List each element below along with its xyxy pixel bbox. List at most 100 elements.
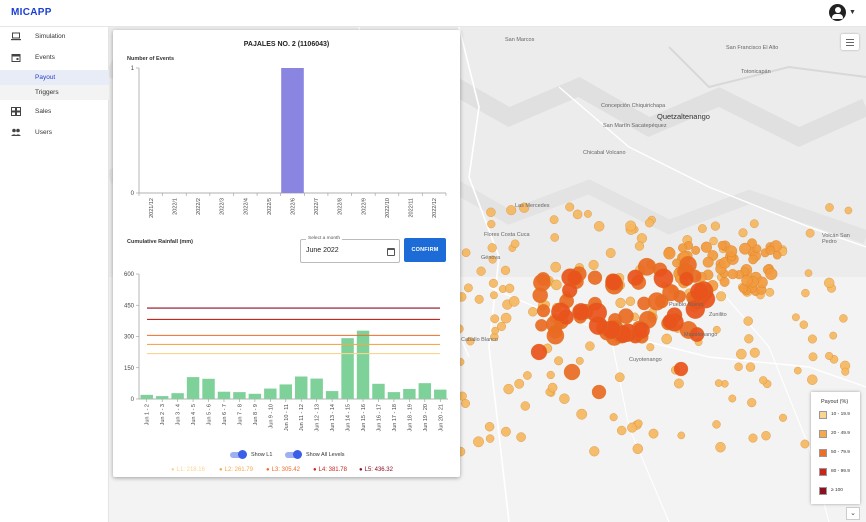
y-tick-label: 0	[131, 191, 135, 197]
x-tick-label: Jun 12 - 13	[315, 404, 321, 432]
x-tick-label: Jun 15 - 16	[361, 404, 367, 432]
map-label: Totonicapán	[741, 69, 771, 75]
confirm-button[interactable]: CONFIRM	[404, 238, 446, 262]
rainfall-bar	[202, 378, 215, 399]
payout-marker	[807, 334, 817, 344]
payout-marker	[825, 351, 834, 360]
payout-marker	[744, 334, 754, 344]
payout-marker	[461, 248, 471, 257]
payout-marker	[712, 325, 721, 334]
payout-marker	[503, 383, 514, 395]
payout-marker	[605, 273, 623, 291]
payout-marker	[491, 326, 499, 335]
payout-marker	[609, 413, 618, 422]
account-icon[interactable]	[829, 4, 846, 21]
sidebar-item-users[interactable]: Users	[0, 123, 109, 143]
x-tick-label: Jun 8 - 9	[253, 404, 259, 425]
payout-marker	[804, 269, 813, 277]
x-tick-label: Jun 4 - 5	[191, 404, 197, 425]
sidebar-item-sales[interactable]: Sales	[0, 102, 109, 122]
x-tick-label: Jun 14 - 15	[346, 404, 352, 432]
y-tick-label: 1	[131, 66, 135, 72]
x-tick-label: 2022/10	[385, 198, 391, 218]
payout-marker	[739, 242, 751, 255]
location-detail-panel: PAJALES NO. 2 (1106043) Number of Events…	[113, 30, 460, 477]
payout-marker	[749, 219, 759, 229]
payout-marker	[500, 312, 512, 324]
month-input[interactable]	[306, 247, 376, 254]
x-tick-label: Jun 1 - 2	[145, 404, 151, 425]
payout-marker	[506, 205, 517, 216]
y-tick-label: 150	[124, 366, 135, 372]
payout-marker	[490, 291, 498, 300]
level-label: L5: 436.32	[364, 467, 393, 473]
payout-marker	[587, 270, 603, 285]
rainfall-bar	[356, 330, 370, 399]
sidebar-subitem-payout[interactable]: Payout	[0, 70, 109, 85]
payout-marker	[801, 288, 810, 298]
account-menu-caret-icon[interactable]: ▼	[849, 9, 856, 16]
payout-marker	[594, 221, 605, 232]
payout-marker	[765, 267, 778, 280]
payout-marker	[715, 442, 726, 453]
chevron-down-icon[interactable]: ⌄	[846, 507, 860, 520]
y-tick-label: 300	[124, 335, 135, 341]
month-select-caption: Select a month	[306, 236, 342, 241]
payout-marker	[501, 426, 511, 437]
payout-marker	[673, 361, 689, 377]
payout-marker	[794, 366, 802, 375]
payout-marker	[615, 372, 625, 382]
y-tick-label: 600	[124, 272, 135, 278]
payout-marker	[677, 431, 686, 440]
rainfall-bar	[186, 377, 200, 399]
payout-marker	[546, 370, 555, 380]
x-tick-label: 2022/7	[314, 198, 320, 215]
level-label: L1: 218.16	[176, 467, 205, 473]
payout-marker	[844, 206, 853, 215]
x-tick-label: 2022/9	[361, 198, 367, 215]
payout-marker	[461, 399, 470, 408]
payout-marker	[488, 255, 497, 264]
payout-marker	[567, 270, 583, 286]
payout-marker	[627, 269, 644, 286]
sidebar-item-simulation[interactable]: Simulation	[0, 27, 109, 47]
payout-marker	[486, 207, 496, 217]
payout-marker	[825, 203, 834, 212]
layers-menu-icon[interactable]	[841, 34, 859, 50]
rainfall-bar	[341, 338, 354, 399]
rainfall-bar	[403, 389, 416, 399]
map-label: San Marcos	[505, 37, 535, 43]
level-label: L3: 305.42	[271, 467, 300, 473]
payout-marker	[514, 378, 525, 389]
level-dot-icon: ●	[171, 467, 175, 473]
x-tick-label: 2022/11	[409, 198, 415, 217]
payout-marker	[490, 314, 500, 324]
payout-marker	[554, 356, 564, 366]
payout-marker	[520, 401, 530, 411]
sidebar-subitem-triggers[interactable]: Triggers	[0, 85, 109, 100]
payout-marker	[841, 367, 850, 376]
sidebar-item-events[interactable]: Events	[0, 48, 109, 68]
x-tick-label: 2022/3	[220, 198, 226, 215]
month-select-field[interactable]: Select a month	[300, 236, 400, 263]
payout-marker	[589, 446, 600, 457]
app-brand[interactable]: MICAPP	[11, 7, 52, 18]
toggle-knob	[293, 450, 302, 459]
payout-marker	[549, 215, 559, 225]
events-chart-label: Number of Events	[127, 56, 175, 62]
calendar-icon[interactable]	[387, 248, 395, 256]
payout-marker	[779, 413, 787, 422]
toggle-track	[285, 452, 299, 458]
calendar-icon	[11, 54, 21, 62]
rainfall-bar	[217, 391, 231, 399]
level-dot-icon: ●	[313, 467, 317, 473]
payout-marker	[700, 241, 712, 253]
legend-swatch	[819, 468, 827, 476]
payout-marker	[547, 382, 558, 393]
payout-marker	[709, 236, 718, 246]
payout-legend: Payout (%) 10 - 19.9 20 - 49.9 50 - 79.9…	[811, 392, 860, 504]
level-label: L4: 381.78	[318, 467, 347, 473]
payout-marker	[663, 247, 676, 260]
payout-marker	[505, 283, 515, 293]
x-tick-label: Jun 2 - 3	[160, 404, 166, 425]
